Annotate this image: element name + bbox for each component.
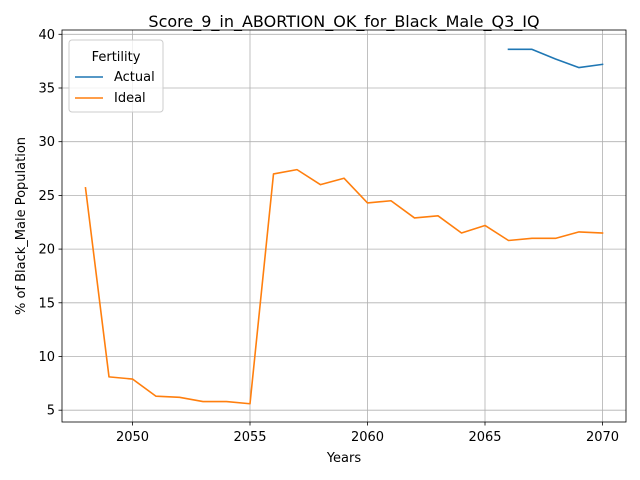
y-tick-label: 35	[38, 81, 55, 96]
plot-area-frame	[61, 29, 627, 423]
chart-title: Score_9_in_ABORTION_OK_for_Black_Male_Q3…	[148, 12, 539, 32]
y-tick-label: 20	[38, 243, 55, 258]
y-tick-label: 30	[38, 135, 55, 150]
legend-title: Fertility	[92, 50, 141, 65]
grid	[62, 30, 626, 422]
x-tick-label: 2065	[468, 430, 501, 445]
series-line-ideal	[84, 168, 604, 405]
x-tick-label: 2050	[116, 430, 149, 445]
legend-box	[68, 39, 164, 113]
y-tick-label: 10	[38, 350, 55, 365]
legend: Fertility Actual Ideal	[68, 39, 164, 113]
y-axis-label: % of Black_Male Population	[14, 137, 29, 315]
x-tick-label: 2055	[233, 430, 266, 445]
axis-ticks: 2050 2055 2060 2065 2070 5 10 15 20 25 30 35 40	[38, 28, 619, 445]
legend-entries: Actual Ideal	[75, 70, 155, 106]
series-line-actual	[507, 48, 604, 69]
series-layer	[84, 48, 604, 405]
x-tick-label: 2060	[351, 430, 384, 445]
legend-label-actual: Actual	[114, 70, 155, 85]
x-axis-label: Years	[326, 451, 362, 466]
y-tick-label: 5	[47, 404, 55, 419]
y-tick-label: 15	[38, 296, 55, 311]
legend-label-ideal: Ideal	[114, 91, 146, 106]
y-tick-label: 25	[38, 189, 55, 204]
x-tick-label: 2070	[586, 430, 619, 445]
y-tick-label: 40	[38, 28, 55, 43]
